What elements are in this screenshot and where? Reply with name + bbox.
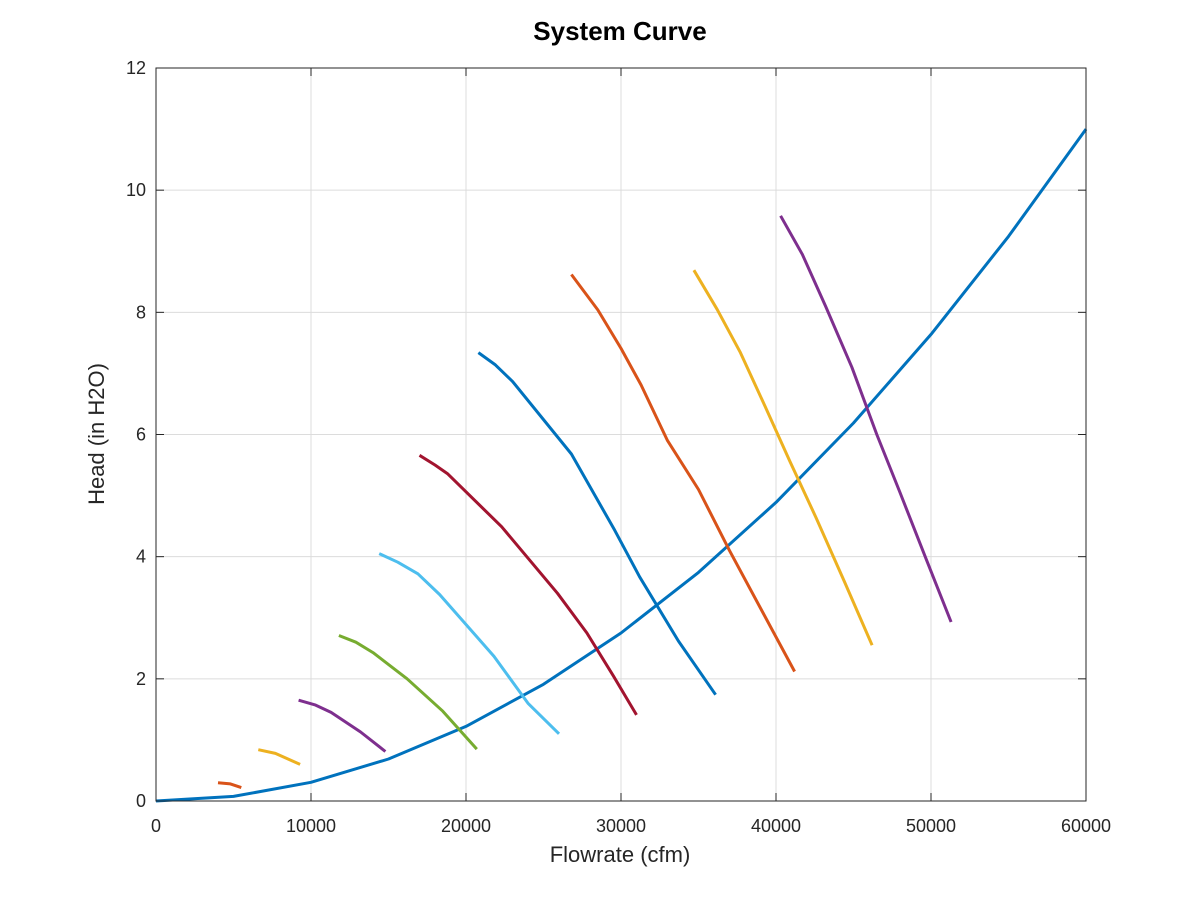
fan-curve-line xyxy=(298,698,387,753)
fan-curve-line xyxy=(570,273,796,673)
fan-curve-line xyxy=(257,748,301,766)
fan-curve-line xyxy=(338,634,478,751)
fan-curve-line xyxy=(418,454,638,716)
series-group xyxy=(155,128,1088,803)
chart-title: System Curve xyxy=(533,16,706,46)
x-tick-label: 20000 xyxy=(441,816,491,836)
x-tick-label: 10000 xyxy=(286,816,336,836)
x-tick-label: 30000 xyxy=(596,816,646,836)
fan-curve-line xyxy=(378,552,561,735)
x-axis-label: Flowrate (cfm) xyxy=(550,842,691,867)
y-tick-label: 0 xyxy=(136,791,146,811)
y-tick-label: 8 xyxy=(136,302,146,322)
y-tick-label: 4 xyxy=(136,547,146,567)
fan-curve-line xyxy=(477,351,717,696)
y-tick-label: 12 xyxy=(126,58,146,78)
fan-curve-line xyxy=(217,781,242,790)
x-tick-label: 50000 xyxy=(906,816,956,836)
y-tick-label: 10 xyxy=(126,180,146,200)
y-tick-label: 6 xyxy=(136,425,146,445)
y-tick-label: 2 xyxy=(136,669,146,689)
x-tick-label: 0 xyxy=(151,816,161,836)
x-tick-label: 60000 xyxy=(1061,816,1111,836)
system-curve-line xyxy=(155,128,1088,803)
axes: 0 10000 20000 30000 40000 50000 60000 0 2 4 6 8 10 12 xyxy=(126,58,1111,836)
y-axis-label: Head (in H2O) xyxy=(84,363,109,505)
x-tick-label: 40000 xyxy=(751,816,801,836)
fan-curve-line xyxy=(692,269,874,646)
fan-curve-line xyxy=(779,215,953,623)
